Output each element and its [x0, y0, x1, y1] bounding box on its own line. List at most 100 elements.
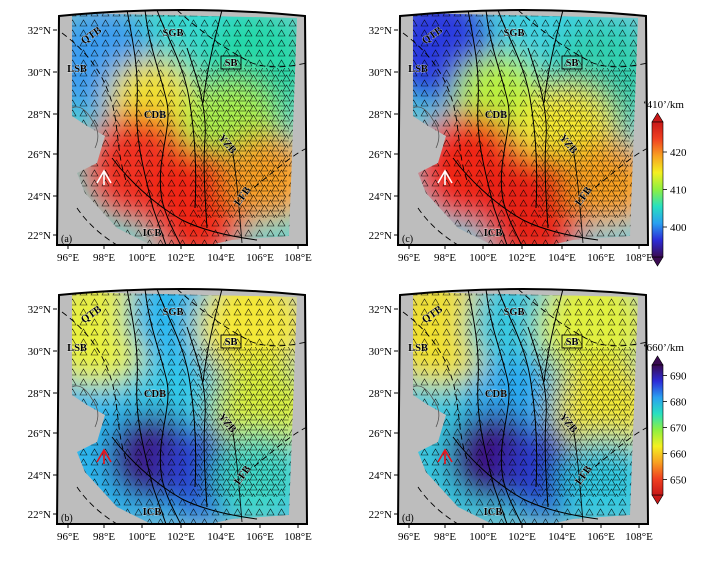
lon-tick-label: 96°E	[398, 531, 420, 543]
lat-tick-label: 22°N	[369, 230, 392, 242]
colorbar-tick-label: 650	[670, 474, 687, 486]
marker-arrow	[437, 169, 453, 185]
block-boundaries	[61, 289, 307, 524]
lat-tick-label: 32°N	[369, 25, 392, 37]
region-label-sgb: SGB	[162, 307, 183, 318]
map-frame	[55, 9, 309, 246]
lon-tick-label: 108°E	[284, 531, 312, 543]
colorbar-tick-label: 690	[670, 370, 687, 382]
colorbar-tick-label: 400	[670, 222, 687, 234]
lon-tick-label: 106°E	[587, 531, 615, 543]
lon-tick-label: 104°E	[207, 531, 235, 543]
map-frame	[55, 288, 309, 525]
panel-label: (b)	[61, 513, 73, 524]
colorbar-tick-label: 680	[670, 396, 687, 408]
region-label-lsb: LSB	[67, 343, 87, 354]
colorbar-tick-label: 420	[670, 147, 687, 159]
block-boundaries	[402, 10, 648, 245]
lon-tick-label: 108°E	[625, 252, 653, 264]
region-label-cdb: CDB	[144, 389, 166, 400]
map-frame	[396, 9, 650, 246]
lat-tick-label: 22°N	[369, 509, 392, 521]
region-label-sgb: SGB	[503, 28, 524, 39]
lat-tick-label: 22°N	[28, 230, 51, 242]
lon-tick-label: 102°E	[167, 531, 195, 543]
map-panel-c: 22°N 24°N 26°N 28°N 30°N 32°N 96°E 98°E 100°E 102…	[369, 9, 653, 264]
lon-tick-label: 106°E	[587, 252, 615, 264]
lon-tick-label: 100°E	[469, 252, 497, 264]
lat-tick-label: 32°N	[28, 25, 51, 37]
lon-tick-label: 100°E	[469, 531, 497, 543]
lon-tick-label: 106°E	[246, 531, 274, 543]
lon-tick-label: 96°E	[398, 252, 420, 264]
lat-tick-label: 26°N	[369, 428, 392, 440]
lat-tick-label: 30°N	[369, 67, 392, 79]
lat-tick-label: 32°N	[28, 304, 51, 316]
region-label-icb: ICB	[484, 228, 503, 239]
marker-arrow	[96, 448, 112, 464]
lon-tick-label: 96°E	[57, 252, 79, 264]
lat-tick-label: 28°N	[369, 388, 392, 400]
colorbar-tick-label: 410	[670, 185, 687, 197]
region-label-cdb: CDB	[485, 389, 507, 400]
lat-tick-label: 28°N	[28, 109, 51, 121]
fault-lines	[111, 10, 258, 245]
region-label-sb: SB	[566, 58, 579, 69]
lon-tick-label: 100°E	[128, 531, 156, 543]
region-label-sb: SB	[225, 337, 238, 348]
lon-tick-label: 98°E	[434, 252, 456, 264]
marker-arrow	[96, 169, 112, 185]
lon-tick-label: 98°E	[93, 252, 115, 264]
region-label-sgb: SGB	[162, 28, 183, 39]
lat-tick-label: 30°N	[28, 67, 51, 79]
region-label-lsb: LSB	[67, 64, 87, 75]
region-label-icb: ICB	[484, 507, 503, 518]
lat-tick-label: 26°N	[369, 149, 392, 161]
lat-tick-label: 26°N	[28, 149, 51, 161]
fault-lines	[452, 289, 599, 524]
block-boundaries	[61, 10, 307, 245]
lat-tick-label: 28°N	[28, 388, 51, 400]
region-label-lsb: LSB	[408, 343, 428, 354]
fault-lines	[452, 10, 599, 245]
region-label-icb: ICB	[143, 507, 162, 518]
station-markers	[72, 13, 297, 245]
colorbar-0: 400 410 420 ‘410’/km	[643, 99, 687, 267]
marker-arrow	[437, 448, 453, 464]
lon-tick-label: 98°E	[93, 531, 115, 543]
fault-lines	[111, 289, 258, 524]
colorbar-tick-label: 660	[670, 448, 687, 460]
map-panel-a: 22°N 24°N 26°N 28°N 30°N 32°N 96°E 98°E 100°E 102…	[28, 9, 312, 264]
region-label-cdb: CDB	[485, 110, 507, 121]
lon-tick-label: 102°E	[508, 531, 536, 543]
colorbar-tick-label: 670	[670, 422, 687, 434]
station-markers	[413, 292, 638, 524]
region-label-sb: SB	[225, 58, 238, 69]
lat-tick-label: 24°N	[369, 191, 392, 203]
panel-label: (d)	[402, 513, 414, 524]
colorbar-title: ‘660’/km	[643, 342, 684, 354]
lat-tick-label: 32°N	[369, 304, 392, 316]
lon-tick-label: 104°E	[207, 252, 235, 264]
colorbar-title: ‘410’/km	[643, 99, 684, 111]
lon-tick-label: 104°E	[548, 531, 576, 543]
map-panel-b: 22°N 24°N 26°N 28°N 30°N 32°N 96°E 98°E 100°E 102…	[28, 288, 312, 543]
lat-tick-label: 22°N	[28, 509, 51, 521]
lon-tick-label: 96°E	[57, 531, 79, 543]
region-label-sgb: SGB	[503, 307, 524, 318]
region-label-sb: SB	[566, 337, 579, 348]
lon-tick-label: 104°E	[548, 252, 576, 264]
lat-tick-label: 24°N	[28, 191, 51, 203]
region-label-icb: ICB	[143, 228, 162, 239]
lon-tick-label: 98°E	[434, 531, 456, 543]
lon-tick-label: 100°E	[128, 252, 156, 264]
lon-tick-label: 108°E	[284, 252, 312, 264]
lon-tick-label: 106°E	[246, 252, 274, 264]
lat-tick-label: 24°N	[369, 470, 392, 482]
panel-label: (a)	[61, 234, 72, 245]
lon-tick-label: 102°E	[508, 252, 536, 264]
lat-tick-label: 30°N	[369, 346, 392, 358]
lat-tick-label: 26°N	[28, 428, 51, 440]
region-label-lsb: LSB	[408, 64, 428, 75]
